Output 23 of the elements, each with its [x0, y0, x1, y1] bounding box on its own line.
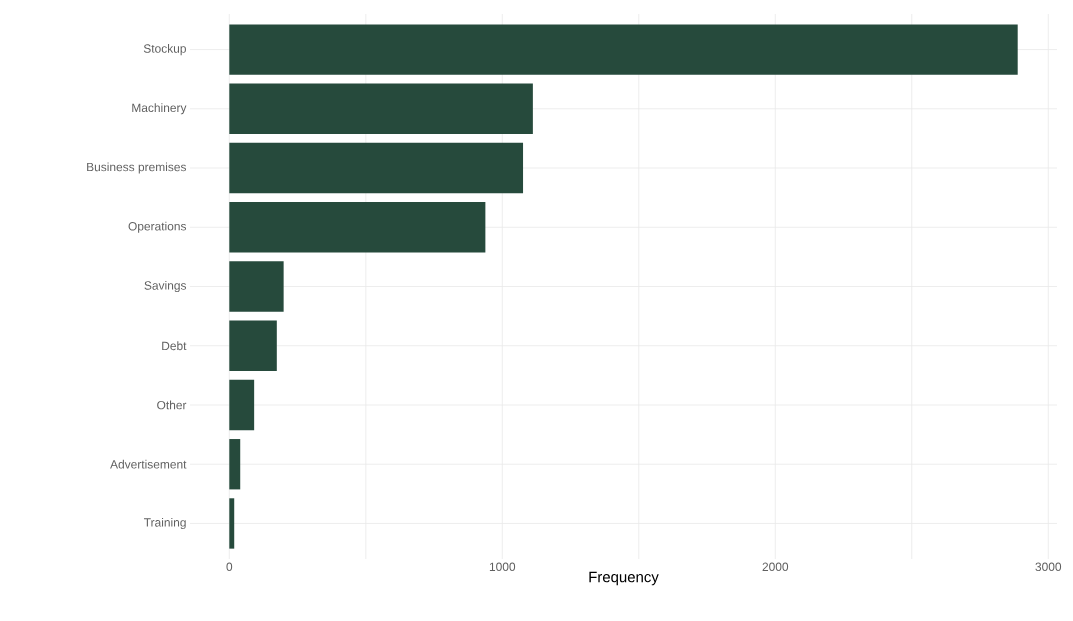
bar	[229, 261, 284, 312]
bar	[229, 498, 235, 549]
y-tick-label: Business premises	[87, 162, 187, 174]
bar	[229, 202, 486, 253]
x-tick-label: 3000	[1035, 562, 1062, 571]
x-tick-label: 0	[226, 562, 233, 571]
y-tick-label: Debt	[162, 341, 187, 351]
y-tick-label: Advertisement	[110, 459, 187, 469]
y-tick-label: Stockup	[143, 43, 186, 56]
x-tick-label: 1000	[489, 562, 516, 571]
bar	[229, 83, 533, 134]
y-tick-label: Savings	[144, 280, 187, 293]
x-axis-title: Frequency	[589, 571, 659, 586]
y-tick-label: Machinery	[132, 103, 187, 115]
y-tick-label: Training	[144, 517, 186, 530]
bar	[229, 439, 241, 490]
bar	[229, 142, 524, 194]
bar	[229, 320, 277, 371]
x-tick-label: 2000	[762, 562, 789, 571]
y-tick-label: Other	[157, 400, 187, 410]
y-tick-label: Operations	[128, 221, 187, 233]
bar	[229, 379, 255, 431]
bar	[229, 24, 1018, 75]
